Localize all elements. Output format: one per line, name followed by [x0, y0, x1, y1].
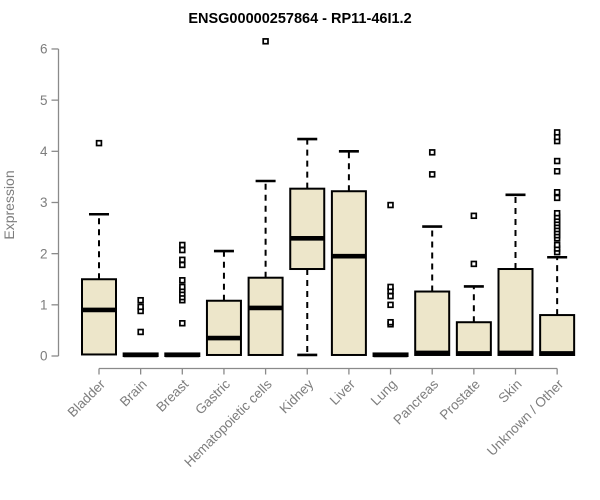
box	[81, 278, 117, 356]
y-tick-label: 0	[40, 349, 48, 364]
x-tick-label: Unknown / Other	[484, 376, 567, 459]
x-tick-label: Skin	[495, 377, 524, 406]
x-tick-label: Lung	[368, 377, 400, 409]
outlier-point	[179, 277, 186, 284]
outlier-point	[387, 292, 394, 300]
y-tick-label: 5	[40, 93, 48, 108]
outlier-point	[387, 318, 394, 326]
y-axis-title: Expression	[1, 170, 17, 239]
x-tick-label: Breast	[153, 376, 191, 414]
outlier-point	[553, 194, 561, 202]
outlier-point	[137, 303, 144, 311]
y-tick-label: 6	[40, 42, 48, 57]
outlier-point	[179, 246, 186, 254]
y-tick-label: 4	[40, 144, 48, 159]
outlier-point	[553, 209, 561, 217]
box	[205, 299, 242, 356]
x-tick-label: Brain	[117, 377, 150, 410]
outlier-point	[262, 38, 269, 45]
outlier-point	[553, 168, 561, 175]
outlier-point	[470, 260, 478, 268]
chart-title: ENSG00000257864 - RP11-46I1.2	[188, 11, 411, 27]
outlier-point	[137, 296, 144, 304]
outlier-point	[387, 301, 394, 309]
x-tick-label: Bladder	[65, 376, 109, 420]
outlier-point	[387, 283, 394, 291]
box	[455, 321, 492, 356]
outlier-point	[179, 283, 186, 291]
outlier-point	[553, 129, 561, 136]
box	[289, 187, 326, 271]
y-tick-label: 1	[40, 298, 48, 313]
outlier-point	[387, 201, 394, 209]
x-tick-label: Kidney	[277, 376, 317, 416]
outlier-point	[428, 149, 436, 156]
outlier-point	[95, 139, 103, 147]
outlier-point	[179, 261, 186, 269]
box	[539, 314, 576, 356]
box	[247, 276, 284, 356]
y-tick-label: 3	[40, 195, 48, 210]
box	[414, 290, 451, 356]
outlier-point	[553, 241, 561, 249]
x-tick-label: Prostate	[437, 377, 483, 423]
outlier-point	[470, 212, 478, 220]
outlier-point	[428, 171, 436, 178]
outlier-point	[553, 189, 561, 196]
box	[330, 190, 367, 356]
outlier-point	[179, 241, 186, 249]
outlier-point	[179, 256, 186, 264]
y-tick-label: 2	[40, 246, 48, 261]
x-tick-label: Liver	[327, 376, 359, 408]
x-tick-label: Pancreas	[390, 376, 441, 427]
outlier-point	[553, 157, 561, 165]
x-tick-label: Gastric	[192, 376, 233, 417]
box	[497, 268, 534, 356]
outlier-point	[137, 328, 144, 336]
outlier-point	[179, 320, 186, 327]
